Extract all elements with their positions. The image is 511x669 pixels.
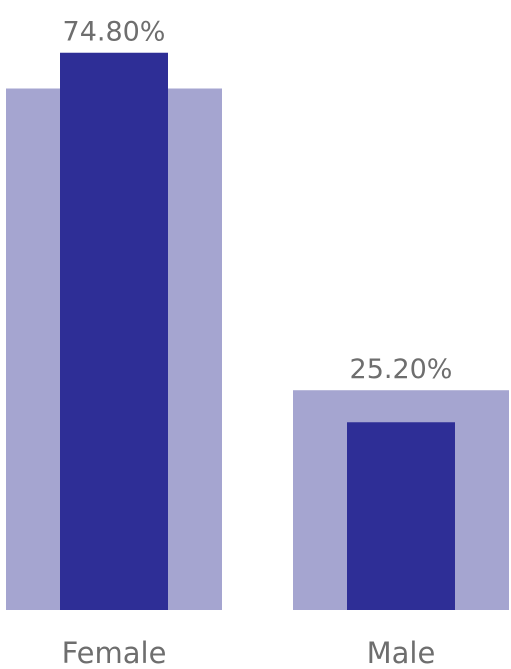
category-labels: Female Male	[62, 636, 436, 669]
bar-male	[347, 422, 455, 610]
data-label-male: 25.20%	[350, 354, 453, 385]
data-label-female: 74.80%	[63, 17, 166, 48]
bar-female	[60, 52, 168, 611]
data-labels: 74.80% 25.20%	[63, 17, 453, 385]
category-label-female: Female	[62, 636, 167, 669]
category-label-male: Male	[367, 636, 436, 669]
data-bars	[60, 52, 455, 611]
